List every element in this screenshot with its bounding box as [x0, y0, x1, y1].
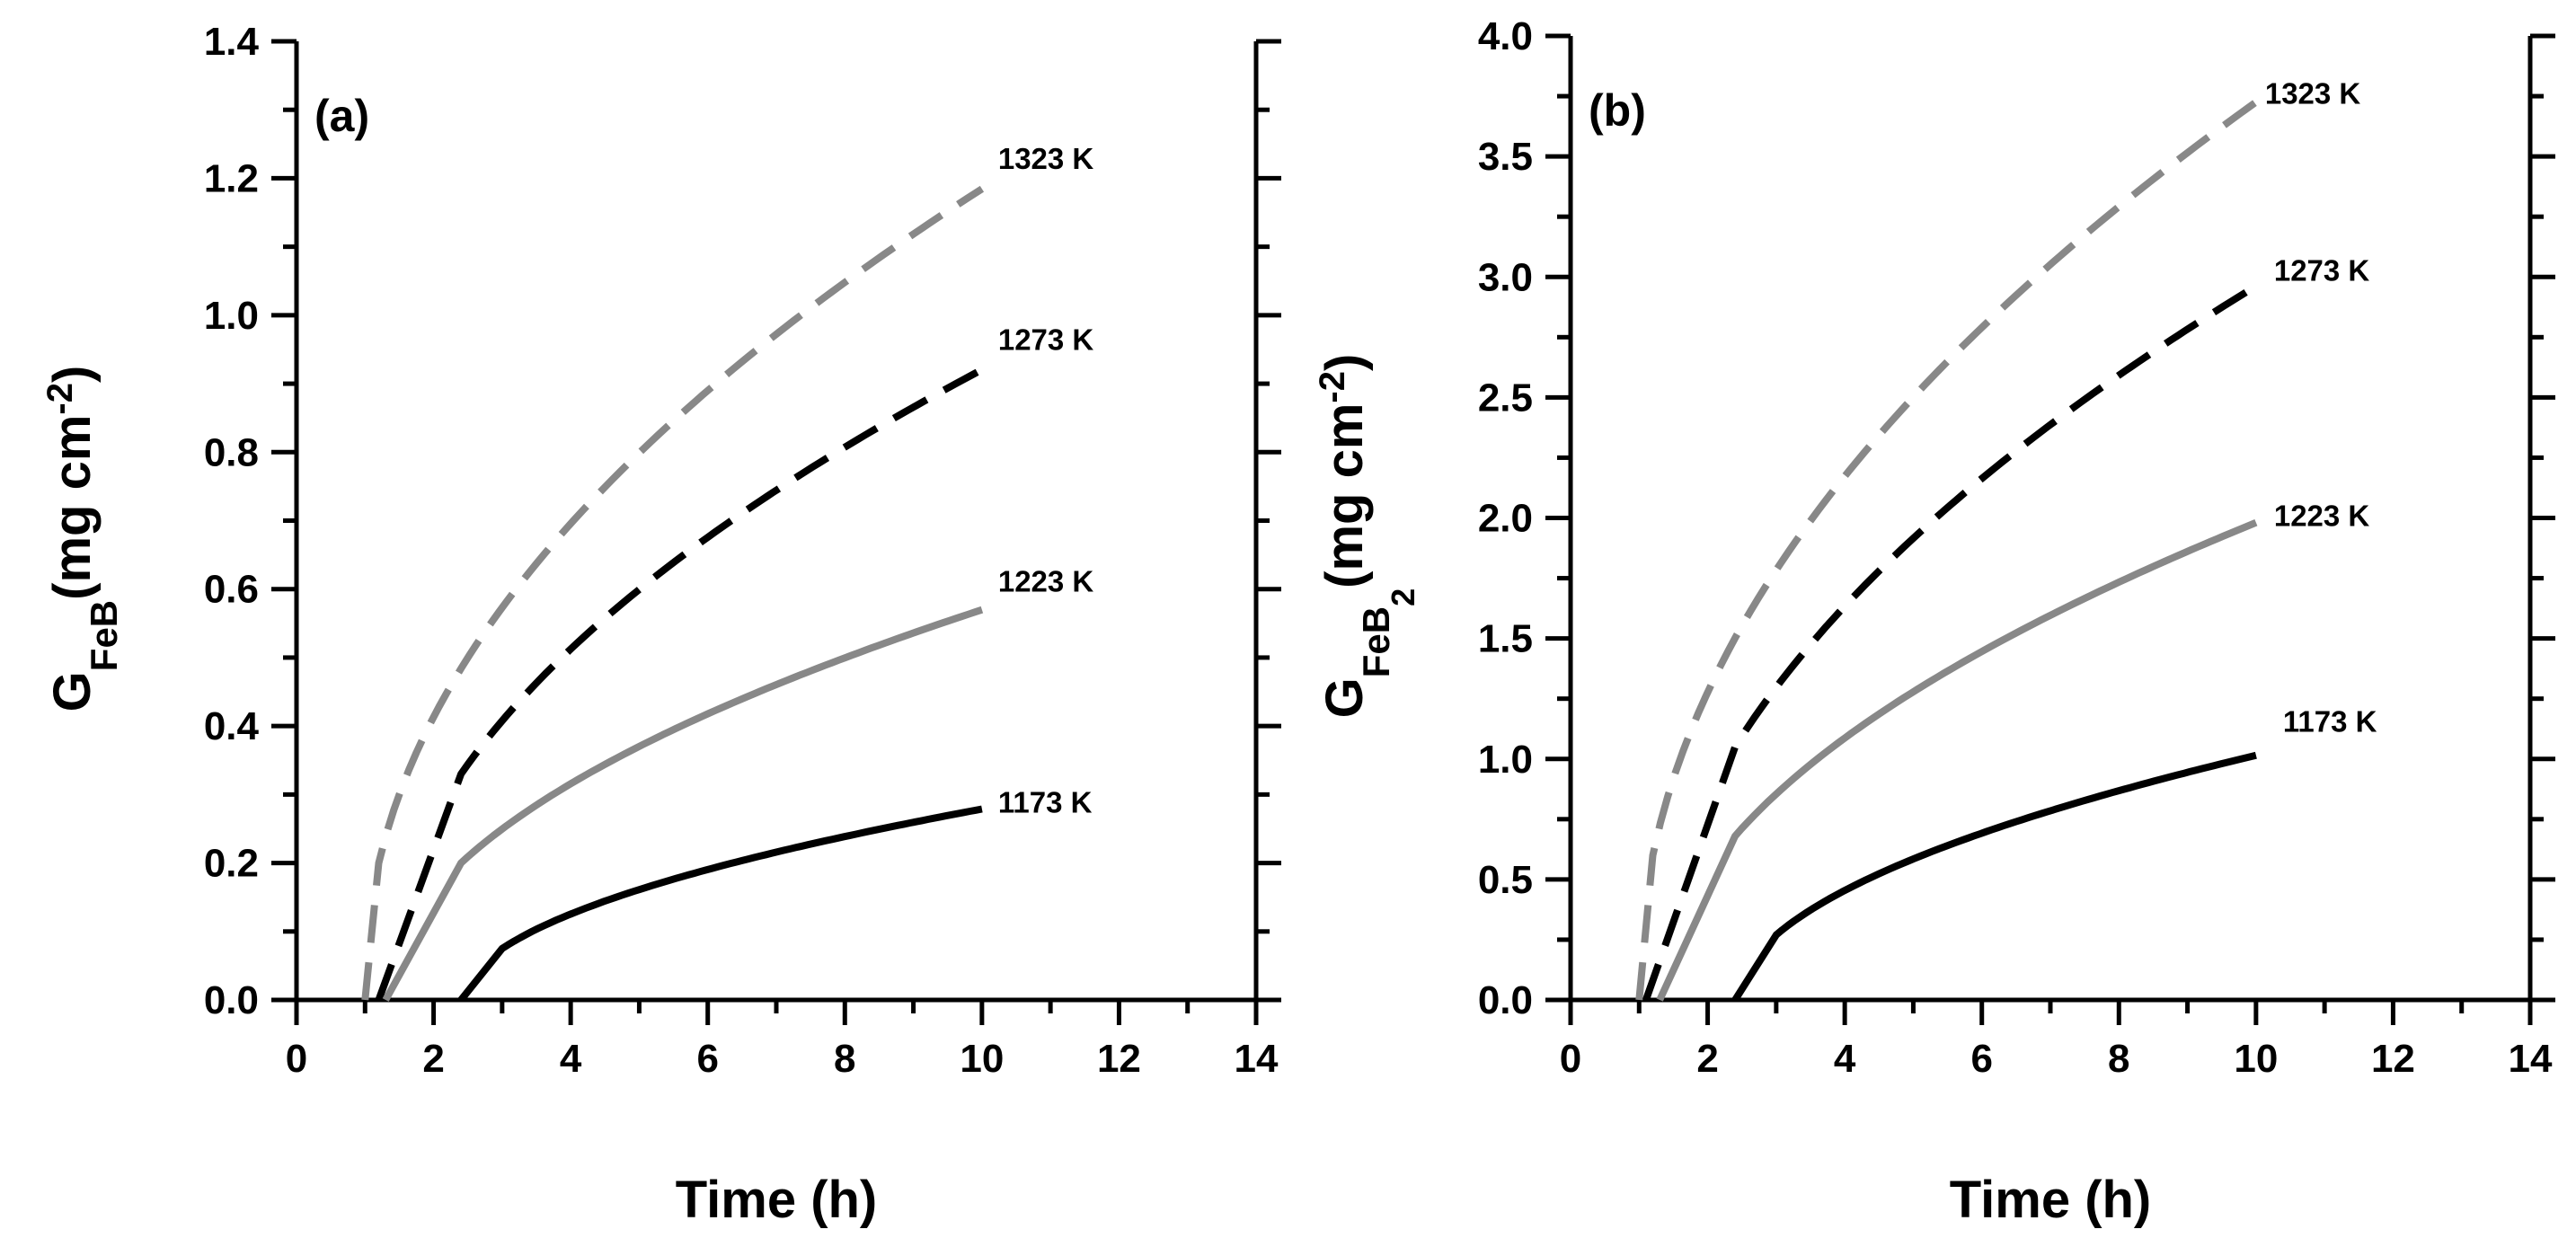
y-tick-label: 4.0: [1478, 14, 1533, 58]
y-title-unit: (mg cm: [1315, 403, 1374, 588]
x-tick-label: 14: [1235, 1037, 1279, 1081]
chart-panel-a: 0 2 4 6 8 10 12 14 0.0 0.2 0.4 0.6 0.8 1.0 1.2 1.4 (a) Ti…: [40, 20, 1281, 1229]
y-tick-label: 2.5: [1478, 376, 1533, 420]
series-line-1173k: [1731, 751, 2257, 1003]
y-tick-label: 0.4: [204, 704, 260, 748]
y-tick-label: 3.5: [1478, 135, 1533, 179]
x-tick-label: 4: [1834, 1037, 1856, 1081]
series-label: 1273 K: [2274, 253, 2370, 287]
panel-label: (b): [1589, 85, 1646, 136]
series-label: 1223 K: [2274, 500, 2370, 533]
series-line-1323k: [1635, 99, 2259, 1001]
y-title-close: ): [1315, 354, 1374, 371]
x-tick-label: 4: [560, 1037, 582, 1081]
x-tick-label: 0: [286, 1037, 307, 1081]
series-line-1223k: [1656, 519, 2258, 1002]
y-tick-label: 1.2: [204, 156, 259, 200]
y-axis-title: GFeB2 (mg cm-2): [1313, 354, 1421, 719]
y-title-close: ): [43, 366, 102, 383]
panel-label: (a): [314, 91, 369, 141]
y-title-exponent: -2: [1313, 371, 1352, 403]
y-title-main: G: [43, 671, 102, 712]
x-tick-label: 6: [1970, 1037, 1992, 1081]
series-label: 1173 K: [2283, 705, 2377, 738]
x-tick-label: 0: [1560, 1037, 1581, 1081]
y-tick-label: 0.8: [204, 430, 259, 474]
y-tick-label: 1.0: [204, 294, 259, 338]
series-line-1273k: [375, 366, 984, 1002]
x-tick-label: 12: [2371, 1037, 2415, 1081]
series-label: 1173 K: [998, 786, 1093, 819]
x-tick-label: 10: [960, 1037, 1004, 1081]
y-title-main: G: [1315, 677, 1374, 718]
series-label: 1323 K: [998, 142, 1094, 175]
series-label: 1223 K: [998, 565, 1094, 598]
y-tick-label: 0.0: [1478, 978, 1533, 1022]
series-line-1323k: [361, 185, 985, 1001]
series-line-1273k: [1642, 283, 2258, 1002]
y-tick-label: 1.0: [1478, 738, 1533, 782]
y-tick-label: 0.5: [1478, 858, 1533, 902]
y-title-unit: (mg cm: [43, 415, 102, 600]
y-tick-label: 0.6: [204, 568, 259, 612]
chart-panel-b: 0 2 4 6 8 10 12 14 0.0 0.5 1.0 1.5 2.0 2.5 3.0 3.5 4.0 (b…: [1313, 14, 2555, 1229]
x-tick-label: 14: [2509, 1037, 2553, 1081]
x-axis-title: Time (h): [676, 1171, 878, 1229]
x-tick-label: 2: [422, 1037, 444, 1081]
y-title-subscript-2: 2: [1385, 588, 1421, 606]
x-tick-label: 2: [1696, 1037, 1718, 1081]
y-tick-label: 2.0: [1478, 497, 1533, 541]
y-tick-label: 1.4: [204, 20, 260, 64]
y-tick-label: 0.2: [204, 842, 259, 886]
y-title-subscript: FeB: [83, 600, 125, 671]
series-label: 1273 K: [998, 323, 1094, 356]
y-title-exponent: -2: [40, 383, 80, 415]
series-line-1173k: [457, 805, 983, 1003]
y-tick-label: 0.0: [204, 978, 259, 1022]
series-label: 1323 K: [2265, 77, 2361, 111]
x-tick-label: 8: [2108, 1037, 2129, 1081]
x-tick-label: 6: [696, 1037, 718, 1081]
x-tick-label: 8: [834, 1037, 855, 1081]
y-tick-label: 3.0: [1478, 255, 1533, 299]
x-axis-title: Time (h): [1950, 1171, 2152, 1229]
x-tick-label: 12: [1097, 1037, 1141, 1081]
y-title-subscript: FeB: [1355, 606, 1397, 677]
y-tick-label: 1.5: [1478, 617, 1533, 661]
x-tick-label: 10: [2234, 1037, 2278, 1081]
y-axis-title: GFeB(mg cm-2): [40, 366, 125, 712]
series-line-1223k: [382, 606, 984, 1002]
